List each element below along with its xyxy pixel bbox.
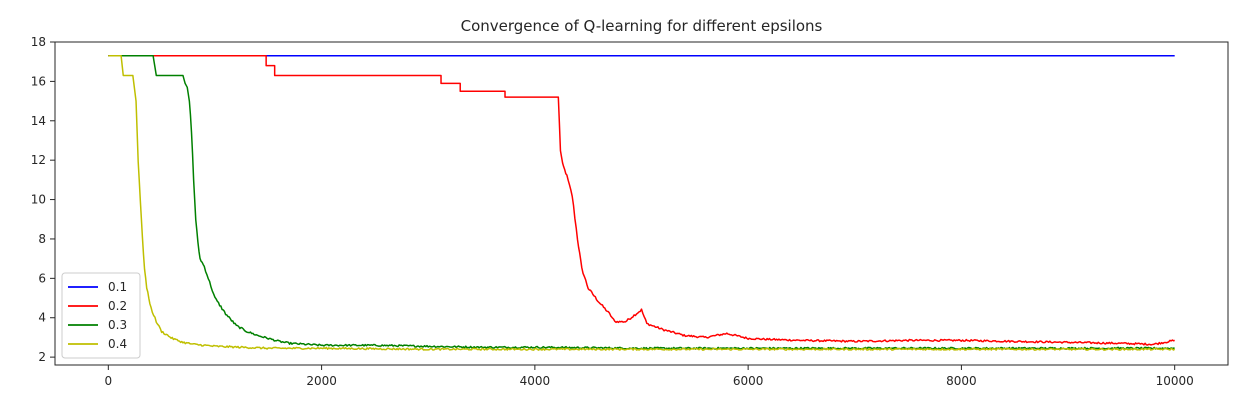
- y-tick-label: 10: [31, 193, 46, 207]
- series-line-0.3: [108, 55, 1175, 350]
- y-tick-label: 4: [38, 311, 46, 325]
- x-tick-label: 8000: [946, 374, 977, 388]
- x-tick-label: 4000: [520, 374, 551, 388]
- x-axis: 0 2000 4000 6000 8000 10000: [104, 365, 1194, 388]
- legend-box: [61, 272, 141, 359]
- series-layer: [108, 55, 1176, 351]
- y-tick-label: 6: [38, 271, 46, 285]
- y-tick-label: 12: [31, 153, 46, 167]
- chart-title: Convergence of Q-learning for different …: [461, 17, 823, 35]
- y-tick-label: 16: [31, 74, 46, 88]
- x-tick-label: 10000: [1156, 374, 1194, 388]
- legend: 0.1 0.2 0.3 0.4: [61, 272, 141, 359]
- plot-frame: [54, 41, 1229, 366]
- series-line-0.4: [108, 55, 1176, 351]
- x-tick-label: 6000: [733, 374, 764, 388]
- series-line-0.2: [108, 55, 1175, 346]
- legend-label-0.4: 0.4: [108, 337, 127, 351]
- y-tick-label: 8: [38, 232, 46, 246]
- y-tick-label: 2: [38, 350, 46, 364]
- x-tick-label: 0: [104, 374, 112, 388]
- y-tick-label: 14: [31, 114, 46, 128]
- y-axis: 2 4 6 8 10 12 14 16 18: [31, 35, 55, 364]
- legend-label-0.1: 0.1: [108, 280, 127, 294]
- x-tick-label: 2000: [306, 374, 337, 388]
- legend-label-0.3: 0.3: [108, 318, 127, 332]
- legend-label-0.2: 0.2: [108, 299, 127, 313]
- y-tick-label: 18: [31, 35, 46, 49]
